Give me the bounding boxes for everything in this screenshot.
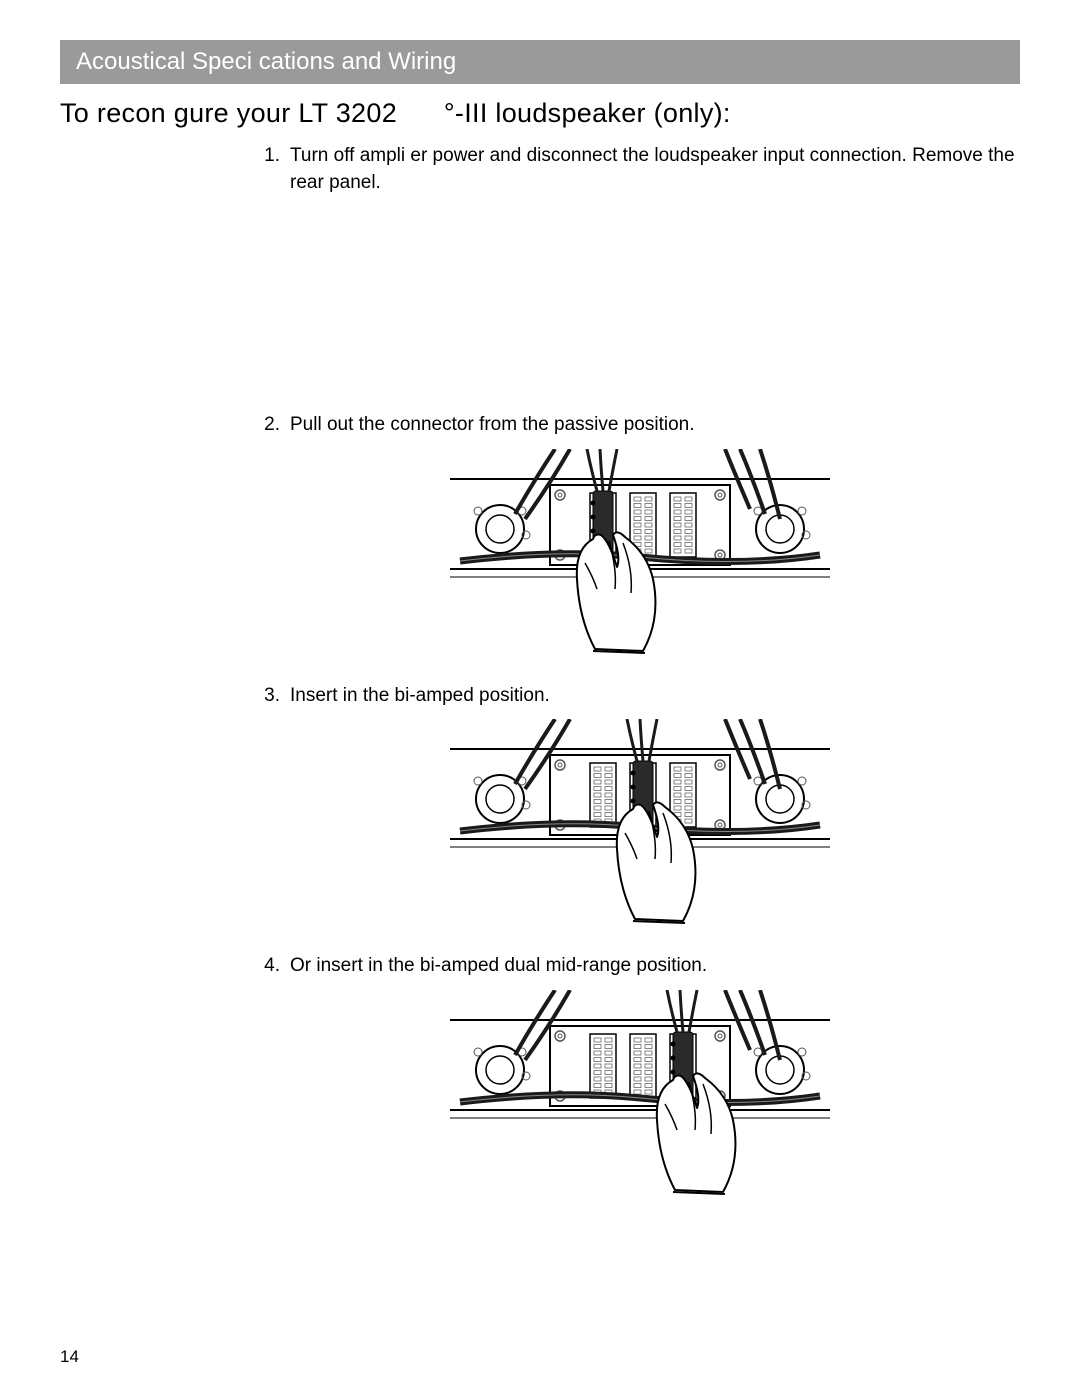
page-title: To recon gure your LT 3202 °-III loudspe… xyxy=(60,98,1020,129)
figure-4 xyxy=(260,990,1020,1200)
page-number: 14 xyxy=(60,1347,79,1367)
figure-3 xyxy=(260,719,1020,929)
step-1: 1. Turn off ampli er power and disconnec… xyxy=(260,143,1020,196)
steps-list: 1. Turn off ampli er power and disconnec… xyxy=(260,143,1020,1200)
section-header: Acoustical Speci cations and Wiring xyxy=(60,40,1020,84)
step-number: 3. xyxy=(260,683,290,710)
step-4: 4. Or insert in the bi-amped dual mid-ra… xyxy=(260,953,1020,980)
title-part-1: To recon gure your LT 3202 xyxy=(60,98,397,128)
figure-placeholder-1 xyxy=(260,202,1020,412)
step-number: 1. xyxy=(260,143,290,170)
step-text: Turn off ampli er power and disconnect t… xyxy=(290,143,1020,196)
step-3: 3. Insert in the bi-amped position. xyxy=(260,683,1020,710)
title-part-2: -III loudspeaker (only): xyxy=(455,98,731,128)
step-text: Or insert in the bi-amped dual mid-range… xyxy=(290,953,1020,980)
step-text: Insert in the bi-amped position. xyxy=(290,683,1020,710)
step-number: 2. xyxy=(260,412,290,439)
figure-2 xyxy=(260,449,1020,659)
step-number: 4. xyxy=(260,953,290,980)
step-text: Pull out the connector from the passive … xyxy=(290,412,1020,439)
step-2: 2. Pull out the connector from the passi… xyxy=(260,412,1020,439)
